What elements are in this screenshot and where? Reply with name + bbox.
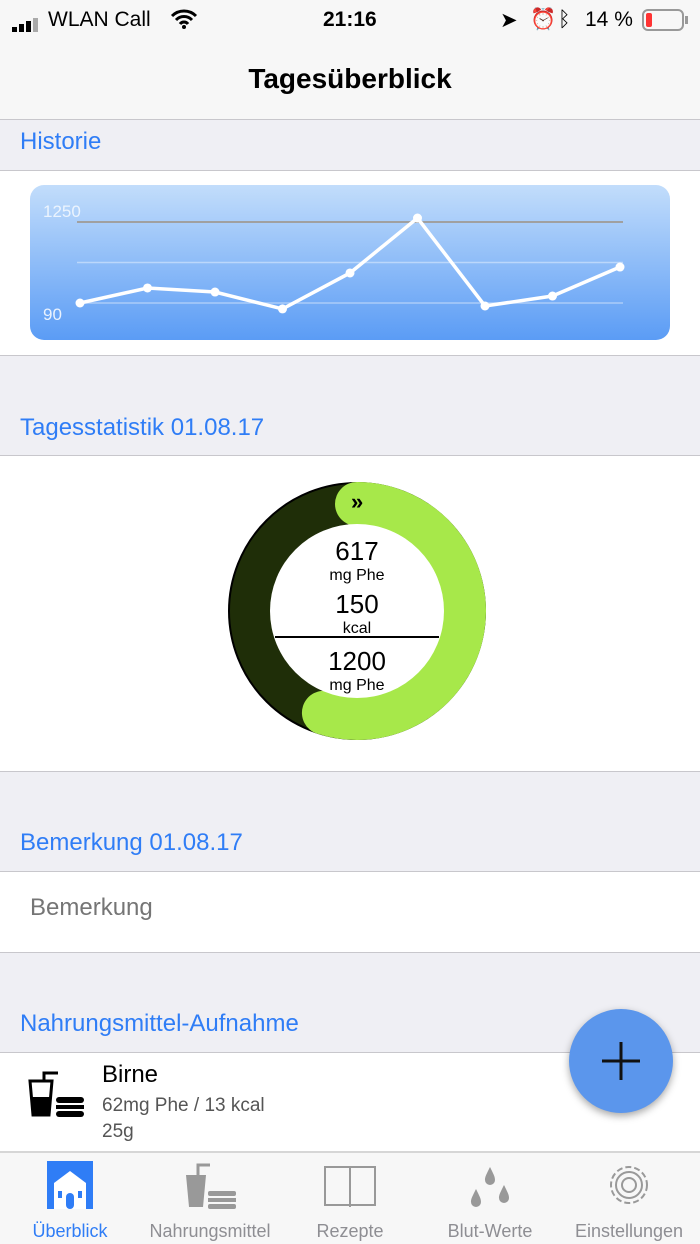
- data-point: [143, 283, 152, 293]
- data-point: [345, 268, 355, 278]
- tab-label: Einstellungen: [574, 1221, 684, 1241]
- history-chart[interactable]: 1250 90: [30, 185, 670, 340]
- arrow-icon: »: [351, 489, 364, 514]
- data-point: [615, 262, 625, 272]
- series-line: [79, 215, 621, 311]
- book-icon: [324, 1166, 376, 1207]
- alarm-icon: ⏰: [530, 8, 557, 31]
- tab-label: Nahrungsmittel: [149, 1221, 271, 1241]
- carrier: WLAN Call: [48, 8, 151, 31]
- battery-icon: [642, 9, 690, 37]
- navigation-bar: Tagesüberblick: [0, 40, 700, 120]
- clock: 21:16: [323, 8, 377, 31]
- limit-unit: mg Phe: [329, 677, 385, 694]
- section-header-remark: Bemerkung 01.08.17: [20, 829, 243, 856]
- tab-recipes[interactable]: Rezepte: [280, 1159, 420, 1241]
- limit-value: 1200: [328, 646, 386, 676]
- gear-icon: [610, 1166, 648, 1204]
- phe-unit: mg Phe: [329, 567, 385, 584]
- signal-icon: [12, 14, 42, 38]
- data-point: [278, 304, 287, 314]
- data-point: [413, 213, 422, 223]
- tab-blood-values[interactable]: Blut-Werte: [420, 1159, 560, 1241]
- phe-value: 617: [335, 536, 379, 566]
- history-cell[interactable]: 1250 90: [0, 170, 700, 356]
- food-detail: 62mg Phe / 13 kcal: [102, 1095, 265, 1116]
- location-icon: ➤: [500, 9, 518, 32]
- kcal-value: 150: [335, 589, 379, 619]
- add-button[interactable]: [569, 1009, 673, 1113]
- drops-icon: [471, 1167, 509, 1207]
- bluetooth-icon: ᛒ: [558, 8, 571, 31]
- tab-label: Rezepte: [316, 1221, 384, 1241]
- section-header-stats: Tagesstatistik 01.08.17: [20, 414, 265, 441]
- plus-icon: [602, 1042, 640, 1080]
- progress-ring: [228, 482, 486, 740]
- tab-label: Blut-Werte: [447, 1221, 533, 1241]
- food-icon: [28, 1071, 84, 1117]
- remark-cell[interactable]: [0, 871, 700, 953]
- tab-label: Überblick: [32, 1221, 108, 1241]
- food-amount: 25g: [102, 1121, 134, 1142]
- data-point: [210, 287, 220, 297]
- y-tick-label: 1250: [43, 202, 81, 221]
- status-bar: WLAN Call 21:16 ➤ ⏰ ᛒ 14 %: [0, 0, 700, 40]
- wifi-icon: [170, 8, 198, 36]
- stats-cell: » 617 mg Phe 150 kcal 1200 mg Phe: [0, 455, 700, 772]
- kcal-unit: kcal: [342, 620, 372, 637]
- data-point: [548, 291, 557, 301]
- page-title: Tagesüberblick: [248, 63, 452, 94]
- section-header-intake: Nahrungsmittel-Aufnahme: [20, 1010, 299, 1037]
- tab-settings[interactable]: Einstellungen: [559, 1159, 699, 1241]
- section-header-history: Historie: [20, 128, 102, 155]
- house-icon: [47, 1161, 93, 1209]
- data-point: [480, 301, 490, 311]
- tab-bar: Überblick Nahrungsmittel Rezepte Blut-We…: [0, 1151, 700, 1244]
- food-icon: [186, 1163, 236, 1209]
- tab-food[interactable]: Nahrungsmittel: [140, 1159, 280, 1241]
- battery-percent: 14 %: [585, 8, 633, 31]
- y-tick-label: 90: [43, 305, 62, 324]
- food-name: Birne: [102, 1061, 159, 1088]
- tab-overview[interactable]: Überblick: [0, 1159, 140, 1241]
- remark-input[interactable]: [30, 894, 630, 922]
- data-point: [75, 298, 85, 308]
